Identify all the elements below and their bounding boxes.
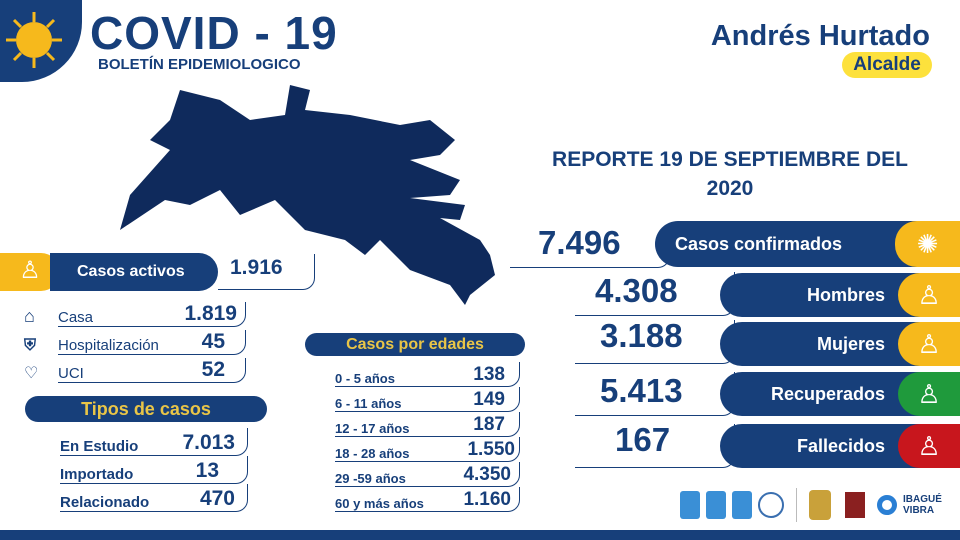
case-type-label: Relacionado	[60, 494, 150, 511]
case-type-value: 7.013	[182, 431, 235, 454]
case-type-value: 470	[199, 487, 235, 510]
active-cases-box: 1.916	[218, 254, 315, 290]
age-cases-list: 0 - 5 años 138 6 - 11 años 149 12 - 17 año…	[335, 362, 520, 512]
age-range-label: 60 y más años	[335, 496, 424, 511]
ibague-vibra-text: IBAGUÉ VIBRA	[903, 494, 942, 516]
stat-row-women: 3.188 Mujeres ♙	[575, 317, 960, 370]
virus-icon: ✺	[895, 221, 960, 267]
page-subtitle: BOLETÍN EPIDEMIOLOGICO	[98, 56, 301, 73]
virus-logo	[0, 0, 82, 82]
stat-row-recovered: 5.413 Recuperados ♙	[575, 370, 960, 422]
confirmed-value-box: 7.496	[510, 224, 670, 268]
confirmed-value: 7.496	[538, 224, 621, 261]
heart-pulse-icon: ♡	[24, 365, 39, 382]
mayor-role-badge: Alcalde	[842, 52, 932, 78]
hospitalizacion-value: 45	[201, 330, 225, 353]
men-label: Hombres	[806, 284, 885, 305]
age-range-value: 187	[473, 414, 505, 435]
age-range-value: 1.550	[467, 439, 515, 460]
case-types-header: Tipos de casos	[25, 396, 267, 422]
person-icon: ♙	[898, 372, 960, 416]
person-icon: ♙	[898, 322, 960, 366]
page-title: COVID - 19	[90, 7, 338, 59]
person-icon: ♙	[898, 273, 960, 317]
icontec-logo	[680, 491, 700, 519]
report-line-1: REPORTE 19 DE SEPTIEMBRE DEL	[552, 148, 908, 171]
mayor-name: Andrés Hurtado	[710, 20, 930, 52]
age-range-label: 12 - 17 años	[335, 421, 410, 436]
uci-label: UCI	[58, 365, 84, 382]
uci-value: 52	[201, 358, 225, 381]
shield-plus-icon: ⛨	[24, 337, 37, 354]
age-range-value: 138	[473, 364, 505, 385]
ibague-vibra-logo	[877, 495, 897, 515]
stats-list: 4.308 Hombres ♙ 3.188 Mujeres ♙ 5.413 Recu…	[575, 270, 960, 472]
stat-row-deceased: 167 Fallecidos ♙	[575, 421, 960, 472]
active-cases-label: Casos activos	[77, 263, 185, 280]
stat-row-men: 4.308 Hombres ♙	[575, 270, 960, 320]
age-range-value: 4.350	[463, 464, 511, 485]
age-range-value: 149	[473, 389, 505, 410]
age-range-label: 0 - 5 años	[335, 371, 395, 386]
footer-band	[0, 530, 960, 540]
age-range-label: 18 - 28 años	[335, 446, 410, 461]
recovered-label: Recuperados	[770, 383, 885, 404]
divider	[796, 488, 797, 522]
house-icon: ⌂	[24, 306, 35, 326]
person-icon: ♙	[898, 424, 960, 468]
case-types-list: En Estudio 7.013 Importado 13 Relacionado 4…	[60, 428, 248, 512]
footer-logos: IBAGUÉ VIBRA	[668, 480, 960, 530]
age-range-label: 29 -59 años	[335, 471, 406, 486]
municipality-map	[120, 85, 495, 305]
casa-value: 1.819	[184, 302, 237, 325]
age-cases-header: Casos por edades	[305, 333, 525, 356]
age-range-label: 6 - 11 años	[335, 396, 402, 411]
report-title: REPORTE 19 DE SEPTIEMBRE DEL 2020	[505, 145, 955, 203]
recovered-value: 5.413	[600, 372, 683, 409]
women-value: 3.188	[600, 317, 683, 354]
music-logo	[845, 492, 865, 518]
iqnet-logo	[758, 492, 784, 518]
active-cases-pill: Casos activos	[50, 253, 218, 291]
confirmed-label: Casos confirmados	[675, 233, 843, 254]
icontec-logo	[706, 491, 726, 519]
ibague-coat-of-arms	[809, 490, 831, 520]
deceased-value: 167	[615, 421, 671, 458]
case-type-label: En Estudio	[60, 438, 139, 455]
confirmed-pill: Casos confirmados ✺	[655, 221, 960, 267]
hospitalizacion-label: Hospitalización	[58, 337, 159, 354]
men-value: 4.308	[595, 272, 678, 309]
case-type-label: Importado	[60, 466, 134, 483]
active-breakdown: ⌂ Casa 1.819 ⛨ Hospitalización 45 ♡ UCI 52	[24, 300, 246, 383]
women-label: Mujeres	[816, 333, 885, 354]
active-cases-value: 1.916	[230, 256, 283, 279]
deceased-label: Fallecidos	[796, 435, 885, 456]
icontec-logo	[732, 491, 752, 519]
casa-label: Casa	[58, 309, 94, 326]
report-line-2: 2020	[706, 177, 754, 200]
case-type-value: 13	[195, 459, 219, 482]
age-range-value: 1.160	[463, 489, 511, 510]
virus-icon	[6, 12, 62, 68]
